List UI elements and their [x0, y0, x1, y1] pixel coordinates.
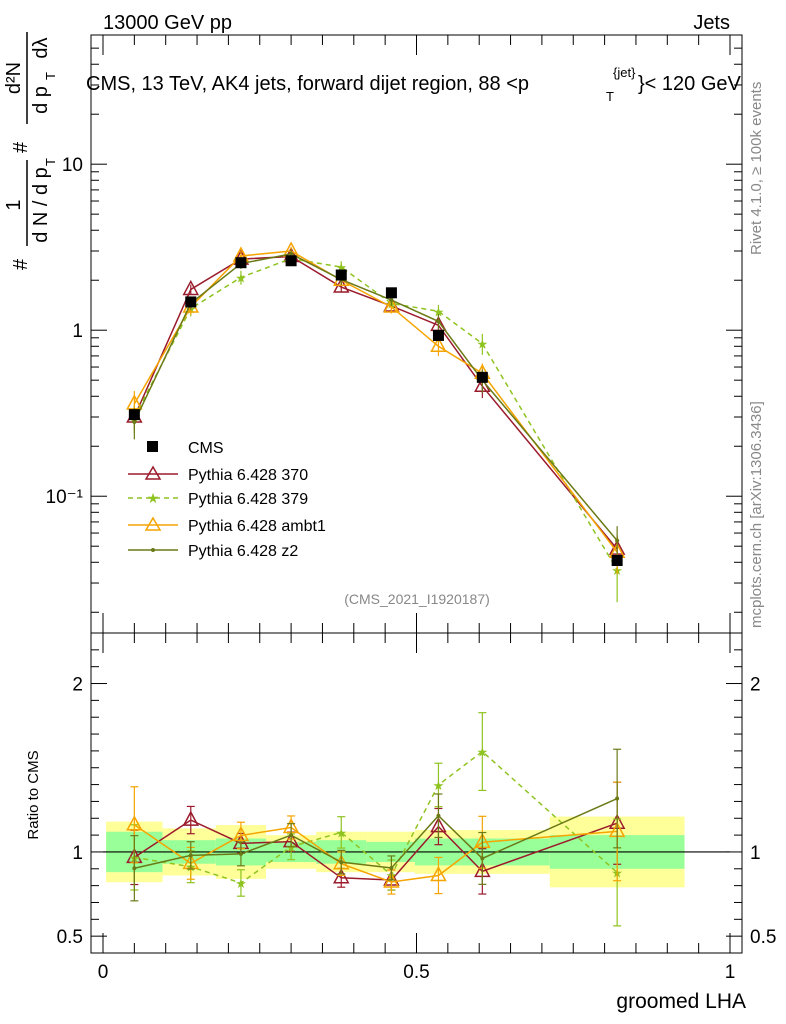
data-point [436, 319, 441, 324]
ratio-point: ★ [235, 876, 247, 891]
ratio-y-tick-label-right: 0.5 [750, 927, 776, 948]
chart-title-sup: {jet} [613, 65, 636, 80]
data-point: ★ [433, 304, 445, 319]
main-y-ticks: 10⁻¹ 1 10 [46, 34, 742, 613]
ratio-y-label: Ratio to CMS [25, 750, 42, 839]
ratio-point: ★ [477, 745, 489, 760]
main-y-tick-label: 10⁻¹ [46, 487, 84, 508]
ratio-point: ★ [433, 778, 445, 793]
ratio-point [430, 865, 447, 882]
analysis-watermark: (CMS_2021_I1920187) [344, 591, 490, 607]
data-point [383, 297, 400, 313]
ratio-y-tick-label: 1 [72, 843, 83, 864]
ratio-y-tick-label: 0.5 [57, 927, 83, 948]
x-tick-label: 0 [98, 962, 109, 983]
legend-label-z2: Pythia 6.428 z2 [188, 543, 298, 560]
x-axis-label: groomed LHA [616, 990, 746, 1013]
series-main-3 [132, 249, 620, 559]
ratio-point [182, 810, 200, 826]
ratio-point [615, 796, 620, 801]
main-y-axis-label: # 1 d N / d p T # d²N d p T dλ [3, 32, 58, 270]
ylabel-den-1: d N / d p [30, 167, 52, 243]
data-point [182, 279, 200, 296]
ratio-point [126, 815, 143, 831]
x-ticks: 0 0.5 1 [98, 35, 736, 983]
cms-point [385, 287, 397, 299]
cms-point [432, 329, 444, 341]
data-point: ★ [477, 337, 489, 352]
ratio-point [339, 860, 344, 865]
legend-label-cms: CMS [188, 440, 224, 457]
ratio-point [389, 865, 394, 870]
ylabel-den-2: d p [30, 86, 52, 114]
ylabel-num-1: 1 [3, 199, 25, 210]
data-point: ★ [335, 260, 347, 275]
ratio-point [132, 866, 137, 871]
x-tick-label: 0.5 [403, 962, 429, 983]
chart-title-sub: T [606, 89, 614, 104]
chart-title-main: CMS, 13 TeV, AK4 jets, forward dijet reg… [86, 73, 529, 95]
data-point [430, 336, 447, 353]
header-left: 13000 GeV pp [103, 12, 232, 34]
data-point [615, 538, 620, 543]
x-tick-label: 1 [725, 962, 736, 983]
ylabel-hash-1: # [10, 258, 32, 270]
chart-title-end: }< 120 GeV [638, 73, 742, 95]
data-point [289, 251, 294, 256]
mcplots-label: mcplots.cern.ch [arXiv:1306.3436] [748, 401, 765, 628]
cms-data-points [128, 255, 623, 567]
legend-label-ambt1: Pythia 6.428 ambt1 [188, 518, 326, 535]
ratio-y-ticks: 0.5 0.5 1 1 2 2 [57, 649, 776, 948]
legend-marker-ambt1 [144, 516, 162, 531]
ratio-point [480, 856, 485, 861]
legend-marker-379: ★ [147, 490, 160, 506]
ratio-point [238, 851, 243, 856]
legend-marker-cms [147, 441, 158, 452]
ylabel-sub-1: T [43, 158, 58, 166]
cms-point [476, 371, 488, 383]
main-y-tick-label: 1 [72, 321, 83, 342]
data-point [389, 298, 394, 303]
ratio-point [289, 833, 294, 838]
ratio-point [232, 825, 250, 842]
main-y-tick-label: 10 [62, 155, 83, 176]
ylabel-hash-2: # [10, 141, 32, 153]
legend-marker-z2 [151, 548, 155, 552]
legend-marker-370 [144, 465, 162, 480]
ratio-y-tick-label-right: 1 [750, 843, 761, 864]
legend-label-379: Pythia 6.428 379 [188, 491, 308, 508]
cms-point [611, 555, 623, 567]
rivet-label: Rivet 4.1.0, ≥ 100k events [748, 82, 765, 255]
cms-point [185, 296, 197, 308]
series-ratio-3 [130, 748, 622, 902]
data-point [132, 419, 137, 424]
legend-label-370: Pythia 6.428 370 [188, 467, 308, 484]
ratio-point [436, 813, 441, 818]
ratio-y-tick-label-right: 2 [750, 675, 761, 696]
ratio-point [333, 868, 350, 884]
ratio-panel-frame [90, 632, 743, 954]
chart-title: CMS, 13 TeV, AK4 jets, forward dijet reg… [86, 65, 742, 104]
data-point: ★ [235, 270, 247, 285]
header-right: Jets [693, 12, 730, 34]
ylabel-num-2: d²N [3, 62, 25, 94]
legend: CMS Pythia 6.428 370 ★ Pythia 6.428 379 … [128, 440, 326, 560]
ratio-line [134, 750, 618, 884]
ratio-y-tick-label: 2 [72, 675, 83, 696]
ratio-point: ★ [335, 825, 347, 840]
series-ratio-1: ★★★★★★★★★ [129, 712, 623, 927]
cms-point [285, 255, 297, 267]
cms-point [335, 269, 347, 281]
ylabel-dl: dλ [30, 37, 52, 58]
ylabel-sub-2: T [43, 72, 58, 80]
ratio-point [188, 853, 193, 858]
cms-point [128, 409, 140, 421]
cms-point [235, 257, 247, 269]
